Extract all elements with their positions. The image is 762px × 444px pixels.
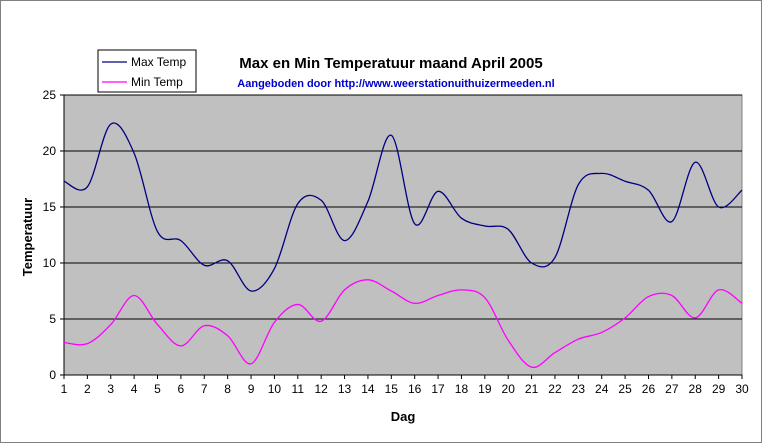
x-tick-label: 13: [338, 382, 352, 396]
axes: [63, 95, 742, 376]
legend-box: [97, 49, 197, 93]
x-tick-label: 16: [408, 382, 422, 396]
x-tick-label: 9: [248, 382, 255, 396]
x-tick-label: 14: [361, 382, 375, 396]
y-axis-ticks: 0 5 10 15 20 25: [43, 88, 64, 382]
x-tick-label: 27: [665, 382, 679, 396]
x-axis-ticks: 1 2 3 4 5 6 7 8 9 10 11 12 13 14 15 16 17 18 19 20 21 22 23 24 2…: [61, 375, 749, 396]
x-tick-label: 5: [154, 382, 161, 396]
x-tick-label: 23: [572, 382, 586, 396]
x-tick-label: 7: [201, 382, 208, 396]
x-tick-label: 22: [548, 382, 562, 396]
y-tick-label: 15: [43, 200, 57, 214]
y-tick-label: 10: [43, 256, 57, 270]
x-tick-label: 24: [595, 382, 609, 396]
x-tick-label: 21: [525, 382, 539, 396]
x-tick-label: 18: [455, 382, 469, 396]
series-line-max-temp: [63, 122, 743, 292]
plot-area: [63, 94, 743, 376]
gridlines: [64, 94, 742, 320]
x-tick-label: 6: [178, 382, 185, 396]
y-tick-label: 25: [43, 88, 57, 102]
x-tick-label: 17: [431, 382, 445, 396]
x-tick-label: 12: [314, 382, 328, 396]
series-line-min-temp: [63, 279, 743, 368]
x-tick-label: 8: [224, 382, 231, 396]
legend-label-min-temp: Min Temp: [131, 75, 183, 89]
y-tick-label: 5: [49, 312, 56, 326]
x-tick-label: 20: [502, 382, 516, 396]
x-tick-label: 19: [478, 382, 492, 396]
chart-title: Max en Min Temperatuur maand April 2005: [239, 55, 542, 72]
y-tick-label: 0: [49, 368, 56, 382]
x-axis-title: Dag: [391, 409, 416, 424]
legend-label-max-temp: Max Temp: [131, 55, 186, 69]
x-tick-label: 1: [61, 382, 68, 396]
x-tick-label: 29: [712, 382, 726, 396]
x-tick-label: 10: [268, 382, 282, 396]
x-tick-label: 11: [292, 382, 305, 396]
x-tick-label: 30: [735, 382, 749, 396]
chart-subtitle: Aangeboden door http://www.weerstationui…: [237, 78, 554, 90]
x-tick-label: 28: [689, 382, 703, 396]
y-axis-title: Temperatuur: [20, 198, 35, 277]
y-tick-label: 20: [43, 144, 57, 158]
x-tick-label: 2: [84, 382, 91, 396]
legend: Max Temp Min Temp: [97, 49, 197, 93]
x-tick-label: 26: [642, 382, 656, 396]
series-lines: [63, 122, 743, 368]
x-tick-label: 3: [107, 382, 114, 396]
x-tick-label: 4: [131, 382, 138, 396]
x-tick-label: 25: [618, 382, 632, 396]
x-tick-label: 15: [385, 382, 399, 396]
